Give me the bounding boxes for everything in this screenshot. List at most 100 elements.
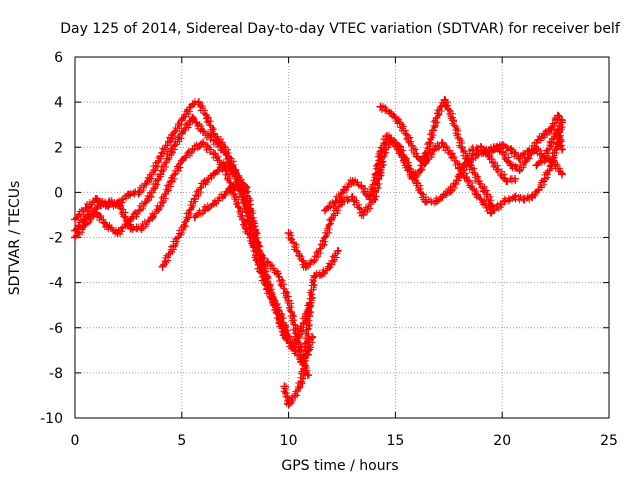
data-point: [348, 192, 357, 201]
data-point: [231, 168, 240, 177]
y-tick-label: -4: [49, 276, 63, 292]
data-point: [457, 143, 466, 152]
y-tick-labels: -10 -8 -6 -4 -2 0 2 4 6: [40, 50, 63, 427]
data-point: [502, 177, 511, 186]
data-point: [284, 296, 293, 305]
data-point: [71, 215, 79, 224]
data-point: [540, 174, 549, 183]
data-point: [297, 377, 306, 386]
data-point: [359, 210, 368, 219]
data-point: [421, 197, 430, 206]
x-tick-label: 25: [600, 433, 618, 449]
y-tick-label: 2: [54, 140, 63, 156]
data-point: [449, 116, 458, 125]
data-point: [301, 346, 310, 355]
data-point: [549, 156, 558, 165]
data-point: [515, 154, 524, 163]
data-point: [280, 382, 289, 391]
series-track-g: [284, 136, 520, 271]
data-point: [333, 247, 342, 256]
data-point: [113, 228, 122, 237]
data-point: [147, 213, 156, 222]
data-point: [126, 224, 135, 233]
data-point: [493, 165, 502, 174]
data-point: [167, 134, 176, 143]
data-point: [177, 129, 186, 138]
data-point: [558, 170, 567, 179]
data-point: [284, 228, 293, 237]
data-point: [429, 145, 438, 154]
x-tick-label: 15: [386, 433, 404, 449]
data-point: [276, 314, 285, 323]
x-tick-labels: 0 5 10 15 20 25: [71, 433, 618, 449]
data-point: [540, 154, 549, 163]
data-point: [190, 195, 199, 204]
data-point: [209, 150, 218, 159]
data-point: [310, 271, 319, 280]
data-point: [105, 197, 114, 206]
data-point: [94, 201, 103, 210]
data-point: [481, 199, 490, 208]
data-point: [320, 206, 329, 215]
data-point: [438, 138, 447, 147]
data-point: [498, 140, 507, 149]
data-point: [199, 127, 208, 136]
data-point: [506, 145, 515, 154]
data-point: [468, 145, 477, 154]
data-point: [158, 262, 167, 271]
data-point: [376, 102, 385, 111]
grid: [75, 57, 609, 418]
data-point: [498, 147, 507, 156]
data-point: [250, 222, 259, 231]
data-point: [291, 391, 300, 400]
data-point: [506, 161, 515, 170]
data-point: [115, 201, 124, 210]
data-point: [472, 190, 481, 199]
data-point: [293, 332, 302, 341]
data-point: [284, 332, 293, 341]
data-point: [231, 192, 240, 201]
data-point: [188, 113, 197, 122]
marker-trail: [280, 247, 342, 407]
data-point: [382, 131, 391, 140]
tick-marks: [74, 56, 610, 419]
y-tick-label: -2: [49, 231, 63, 247]
data-point: [169, 242, 178, 251]
data-point: [446, 150, 455, 159]
data-point: [209, 170, 218, 179]
data-point: [483, 190, 492, 199]
data-point: [295, 251, 304, 260]
data-point: [145, 174, 154, 183]
chart-title: Day 125 of 2014, Sidereal Day-to-day VTE…: [60, 21, 621, 37]
data-point: [145, 192, 154, 201]
data-point: [528, 192, 537, 201]
marker-trail: [72, 139, 313, 379]
data-point: [331, 197, 340, 206]
data-point: [404, 134, 413, 143]
data-point: [395, 118, 404, 127]
marker-trail: [159, 162, 288, 339]
data-point: [305, 301, 314, 310]
data-point: [455, 163, 464, 172]
data-point: [241, 224, 250, 233]
data-point: [553, 125, 562, 134]
data-point: [135, 188, 144, 197]
data-point: [194, 98, 203, 107]
data-point: [303, 371, 312, 380]
data-point: [71, 233, 79, 242]
data-point: [124, 190, 133, 199]
data-point: [156, 170, 165, 179]
series-track-i: [376, 102, 496, 217]
data-point: [440, 95, 449, 104]
data-point: [523, 154, 532, 163]
data-point: [137, 224, 146, 233]
data-point: [280, 330, 289, 339]
data-point: [301, 262, 310, 271]
y-axis-label: SDTVAR / TECUs: [7, 181, 23, 296]
data-point: [310, 256, 319, 265]
data-point: [412, 152, 421, 161]
data-point: [540, 129, 549, 138]
data-point: [167, 147, 176, 156]
data-point: [348, 177, 357, 186]
